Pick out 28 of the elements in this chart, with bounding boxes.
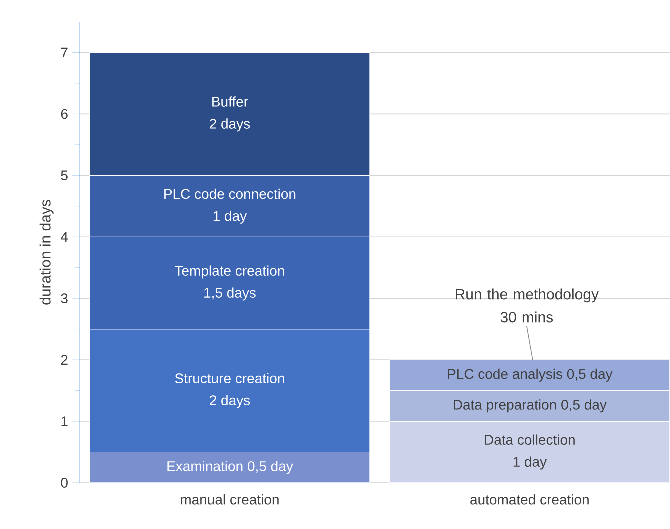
series-label: Template creation: [175, 266, 284, 279]
series-label: Data collection: [485, 434, 575, 446]
y-tick-label: 7: [61, 48, 68, 58]
annotation: Run the methodology 30 mins: [456, 288, 599, 323]
series-label: Examination: [168, 461, 243, 472]
data-label: 0,5 day: [562, 400, 607, 413]
y-tick-label: 0: [61, 478, 68, 488]
data-label: 0,5 day: [248, 461, 294, 474]
series-label: Data preparation: [454, 400, 556, 413]
series-label: PLC code analysis: [448, 368, 562, 382]
data-label: 2 days: [210, 118, 250, 132]
data-label: 1 day: [214, 210, 248, 224]
data-label: 1 day: [514, 456, 548, 470]
y-tick-label: 2: [61, 355, 68, 365]
y-tick-label: 6: [61, 109, 68, 120]
x-tick-label: automated creation: [470, 494, 589, 505]
data-label: 0,5 day: [567, 368, 613, 382]
x-tick-label: manual creation: [181, 494, 279, 505]
data-label: 1,5 days: [204, 288, 256, 301]
y-axis-title: duration in days: [40, 200, 54, 305]
y-tick-label: 5: [61, 170, 68, 181]
y-tick-label: 3: [61, 294, 68, 304]
y-tick-label: 1: [62, 416, 68, 426]
y-tick-label: 4: [61, 232, 68, 242]
series-label: PLC code connection: [164, 188, 296, 200]
series-label: Structure creation: [175, 373, 284, 384]
data-label: 2 days: [210, 395, 250, 408]
series-label: Buffer: [212, 96, 248, 107]
